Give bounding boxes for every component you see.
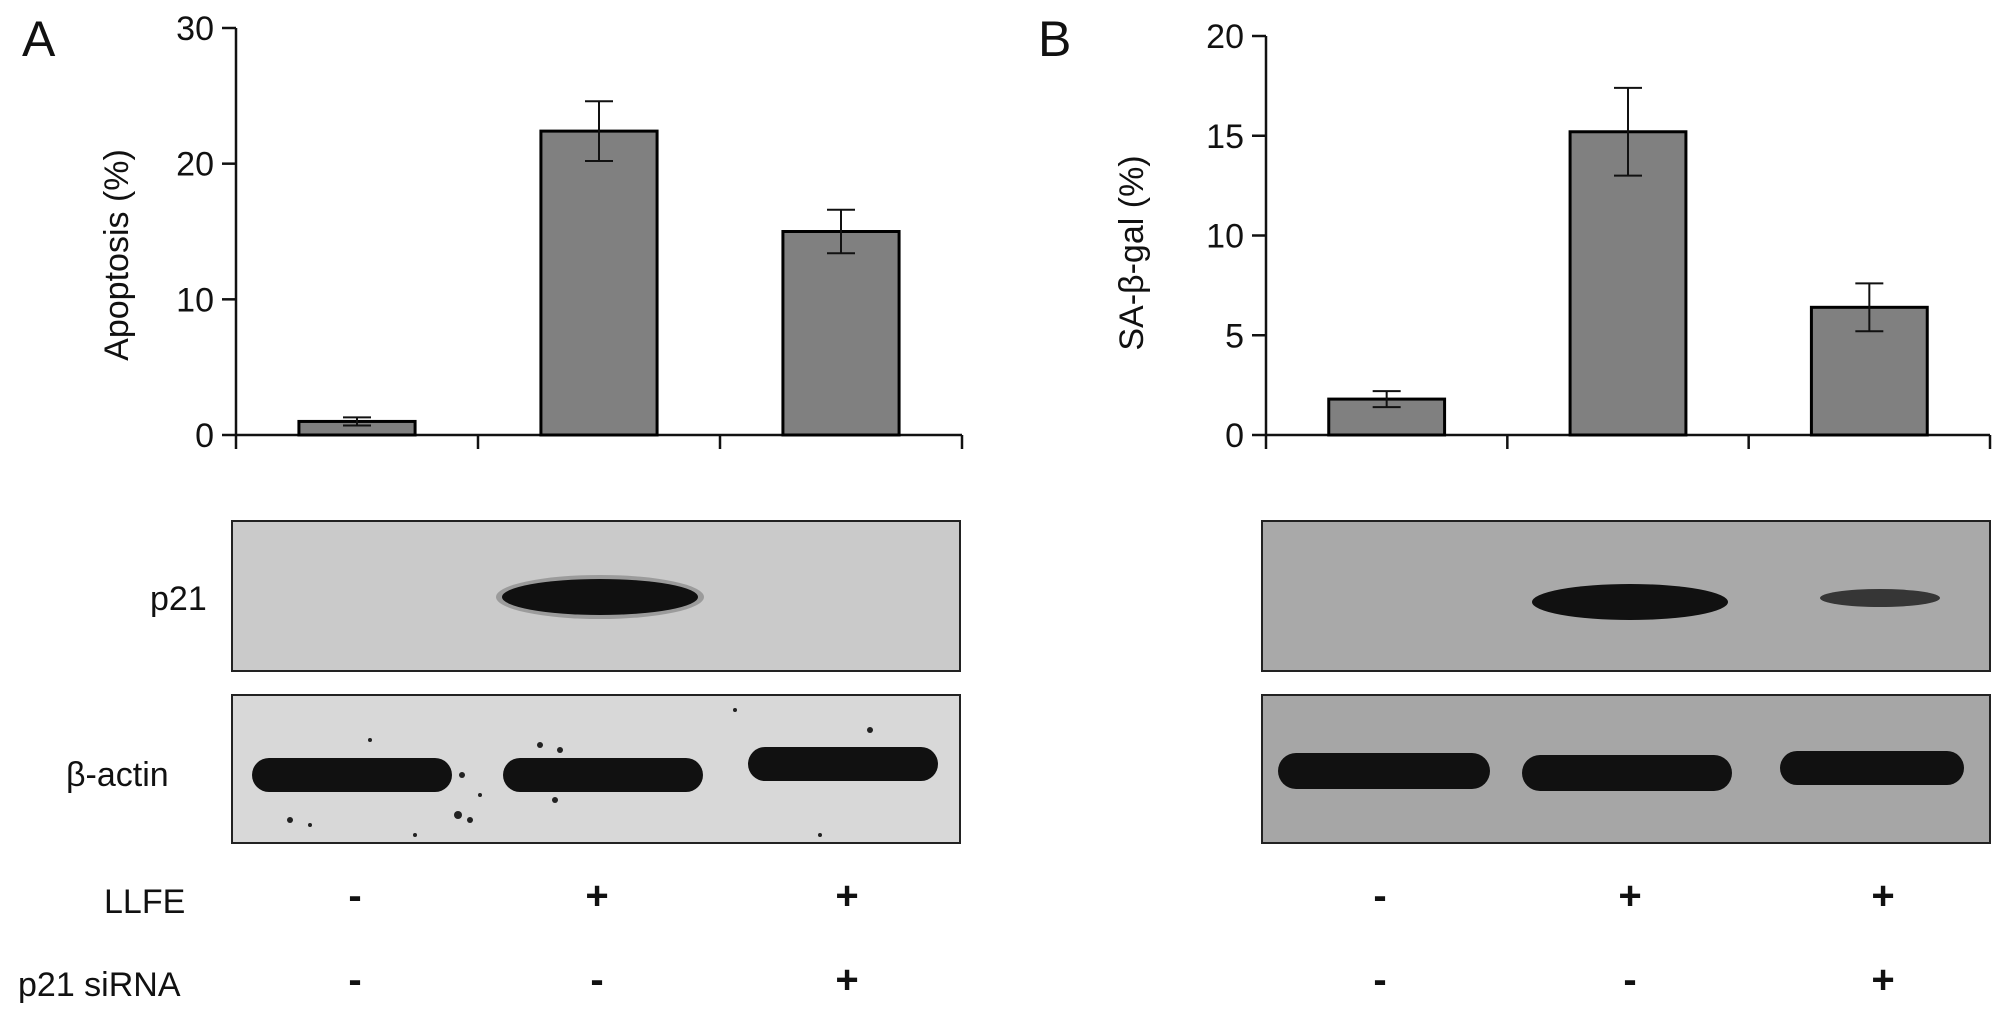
- blot-band-p21-b3: [1820, 589, 1940, 607]
- condition-table: LLFE p21 siRNA - + + - - + - + + - - +: [18, 874, 1895, 1004]
- y-tick-label-apoptosis-3: 30: [176, 10, 214, 48]
- blot-band-actin-a2: [503, 758, 703, 792]
- sign-b-sirna-2: -: [1623, 958, 1636, 1002]
- y-tick-label-sa-beta-gal-1: 5: [1225, 317, 1244, 355]
- chart-sa-beta-gal: 0 5 10 15 20: [1206, 18, 1992, 455]
- sign-a-llfe-3: +: [835, 874, 858, 918]
- y-tick-label-sa-beta-gal-4: 20: [1206, 18, 1244, 56]
- sign-b-llfe-1: -: [1373, 874, 1386, 918]
- blot-band-actin-b1: [1278, 753, 1490, 789]
- y-tick-label-sa-beta-gal-2: 10: [1206, 218, 1244, 256]
- y-axis-label-sa-beta-gal: SA-β-gal (%): [1113, 155, 1151, 350]
- sign-b-sirna-3: +: [1871, 958, 1894, 1002]
- blot-panel-a: p21 β-actin: [66, 520, 961, 844]
- bar-sa-beta-gal-2: [1568, 130, 1688, 437]
- sign-b-sirna-1: -: [1373, 958, 1386, 1002]
- y-tick-label-sa-beta-gal-3: 15: [1206, 118, 1244, 156]
- blot-band-actin-b3: [1780, 751, 1964, 785]
- y-tick-label-sa-beta-gal-0: 0: [1225, 417, 1244, 455]
- y-tick-label-apoptosis-0: 0: [195, 417, 214, 455]
- blot-band-p21-a2: [502, 579, 698, 615]
- row-label-p21-sirna: p21 siRNA: [18, 966, 181, 1004]
- bar-apoptosis-2: [539, 129, 659, 437]
- sign-a-sirna-2: -: [590, 958, 603, 1002]
- sign-a-llfe-1: -: [348, 874, 361, 918]
- sign-b-llfe-3: +: [1871, 874, 1894, 918]
- y-axis-label-apoptosis: Apoptosis (%): [98, 149, 136, 361]
- blot-band-actin-b2: [1522, 755, 1732, 791]
- sign-b-llfe-2: +: [1618, 874, 1641, 918]
- blot-band-actin-a1: [252, 758, 452, 792]
- blot-band-p21-b2: [1532, 584, 1728, 620]
- panel-letter-a: A: [22, 11, 56, 67]
- row-label-llfe: LLFE: [104, 883, 185, 921]
- blot-band-actin-a3: [748, 747, 938, 781]
- blot-band-shadow: [496, 575, 704, 619]
- panel-letter-b: B: [1038, 11, 1071, 67]
- blot-label-p21: p21: [150, 580, 207, 618]
- blot-specks-a: [287, 708, 873, 837]
- sign-a-sirna-3: +: [835, 958, 858, 1002]
- sign-a-llfe-2: +: [585, 874, 608, 918]
- blot-label-beta-actin: β-actin: [66, 756, 169, 794]
- chart-apoptosis: 0 10 20 30: [176, 10, 964, 455]
- bar-apoptosis-3: [781, 230, 901, 437]
- bar-sa-beta-gal-1: [1327, 397, 1447, 437]
- y-tick-label-apoptosis-1: 10: [176, 281, 214, 319]
- y-tick-label-apoptosis-2: 20: [176, 146, 214, 184]
- sign-a-sirna-1: -: [348, 958, 361, 1002]
- blot-panel-b: [1261, 520, 1991, 844]
